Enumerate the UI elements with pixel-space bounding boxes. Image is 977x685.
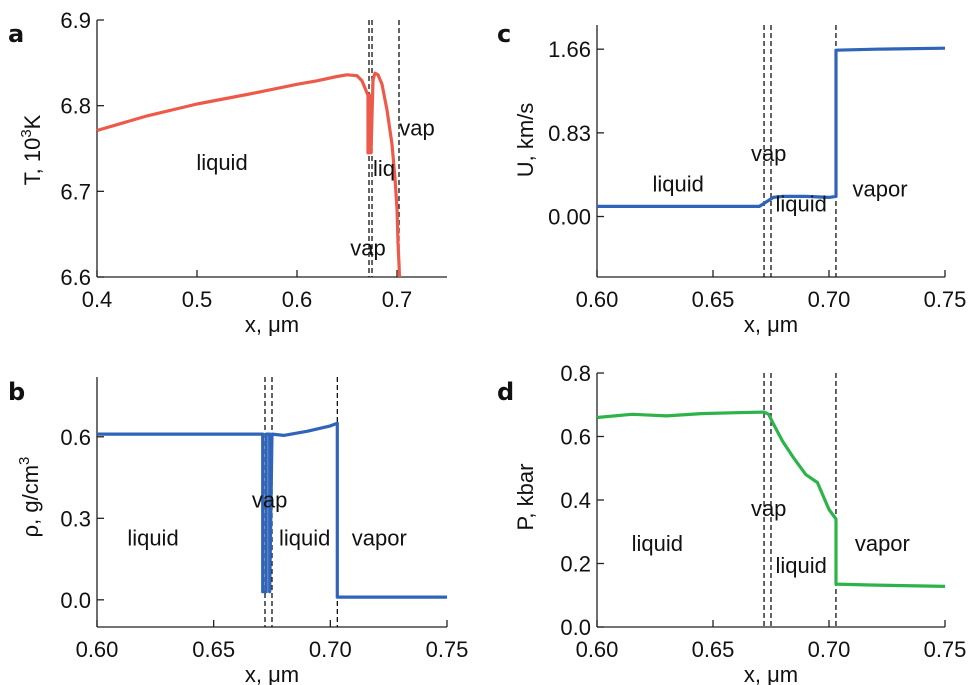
series-line [96, 71, 402, 278]
x-tick-label: 0.4 [82, 287, 113, 312]
region-label: vap [252, 487, 287, 512]
x-tick-label: 0.65 [692, 637, 735, 662]
y-tick-label: 1.66 [548, 37, 591, 62]
region-label: liquid [196, 150, 247, 175]
panel-d: d 0.60 0.65 0.70 0.75 0.0 0.2 0.4 0.6 0.8 x, μm P, … [497, 361, 966, 685]
panel-a: a 0.4 0.5 0.6 0.7 6.6 6.7 6.8 6.9 x, μm T, 103K liq… [8, 8, 447, 337]
panel-letter: b [8, 378, 25, 406]
x-tick-label: 0.65 [692, 287, 735, 312]
x-tick-label: 0.60 [76, 637, 119, 662]
x-tick-label: 0.70 [808, 637, 851, 662]
panel-letter: d [497, 378, 514, 406]
x-tick-label: 0.75 [426, 637, 469, 662]
x-tick-label: 0.70 [309, 637, 352, 662]
y-tick-label: 0.0 [60, 588, 91, 613]
x-tick-label: 0.7 [382, 287, 413, 312]
y-tick-label: 0.83 [548, 121, 591, 146]
region-label: vap [751, 496, 786, 521]
series-line [596, 410, 946, 588]
x-tick-label: 0.60 [576, 287, 619, 312]
y-tick-label: 6.6 [60, 265, 91, 290]
region-label: liquid [127, 525, 178, 550]
x-tick-label: 0.75 [924, 287, 967, 312]
y-tick-label: 0.6 [560, 425, 591, 450]
x-axis-label: x, μm [744, 312, 798, 337]
region-label: vapor [352, 525, 407, 550]
y-axis-label: T, 103K [18, 114, 45, 185]
region-label: vap [350, 236, 385, 261]
y-axis-label: ρ, g/cm3 [16, 457, 43, 538]
x-tick-label: 0.60 [576, 637, 619, 662]
region-label: liquid [653, 171, 704, 196]
y-tick-label: 0.0 [560, 615, 591, 640]
panel-letter: a [8, 20, 24, 48]
panel-b: b 0.60 0.65 0.70 0.75 0.0 0.3 0.6 x, μm ρ, g/cm3 l… [8, 377, 468, 685]
series-line [97, 421, 447, 599]
y-tick-label: 6.9 [60, 8, 91, 33]
y-axis-label: P, kbar [513, 464, 538, 531]
region-label: vapor [853, 176, 908, 201]
y-tick-label: 0.8 [560, 361, 591, 386]
y-tick-label: 0.4 [560, 488, 591, 513]
panel-c: c 0.60 0.65 0.70 0.75 0.00 0.83 1.66 x, μm U, km/… [497, 20, 966, 337]
x-axis-label: x, μm [245, 312, 299, 337]
region-label: liquid [632, 531, 683, 556]
y-tick-label: 6.8 [60, 94, 91, 119]
x-tick-label: 0.5 [182, 287, 213, 312]
x-axis-label: x, μm [744, 662, 798, 685]
x-tick-label: 0.6 [282, 287, 313, 312]
x-tick-label: 0.65 [192, 637, 235, 662]
x-tick-label: 0.75 [924, 637, 967, 662]
x-tick-label: 0.70 [808, 287, 851, 312]
region-label: liquid [279, 525, 330, 550]
region-label: liquid [775, 553, 826, 578]
panel-letter: c [497, 20, 511, 48]
x-axis-label: x, μm [245, 662, 299, 685]
series-line [597, 46, 946, 208]
region-label: vapor [855, 531, 910, 556]
y-tick-label: 0.6 [60, 425, 91, 450]
y-tick-label: 0.00 [548, 205, 591, 230]
region-label: liq [373, 156, 395, 181]
region-label: liquid [775, 191, 826, 216]
y-tick-label: 0.2 [560, 552, 591, 577]
y-axis-label: U, km/s [513, 103, 538, 178]
y-tick-label: 0.3 [60, 506, 91, 531]
region-label: vap [751, 141, 786, 166]
region-label: vap [399, 116, 434, 141]
y-tick-label: 6.7 [60, 179, 91, 204]
